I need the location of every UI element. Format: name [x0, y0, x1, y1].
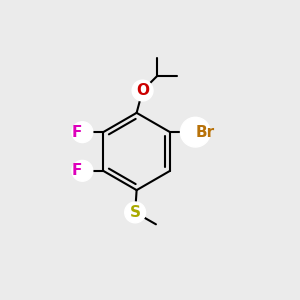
- Circle shape: [132, 80, 153, 101]
- Text: F: F: [72, 125, 83, 140]
- Text: F: F: [72, 163, 83, 178]
- Circle shape: [181, 117, 210, 147]
- Text: O: O: [136, 83, 149, 98]
- Text: S: S: [130, 205, 141, 220]
- Circle shape: [72, 122, 93, 142]
- Circle shape: [72, 160, 93, 181]
- Text: Br: Br: [195, 125, 214, 140]
- Circle shape: [125, 202, 146, 223]
